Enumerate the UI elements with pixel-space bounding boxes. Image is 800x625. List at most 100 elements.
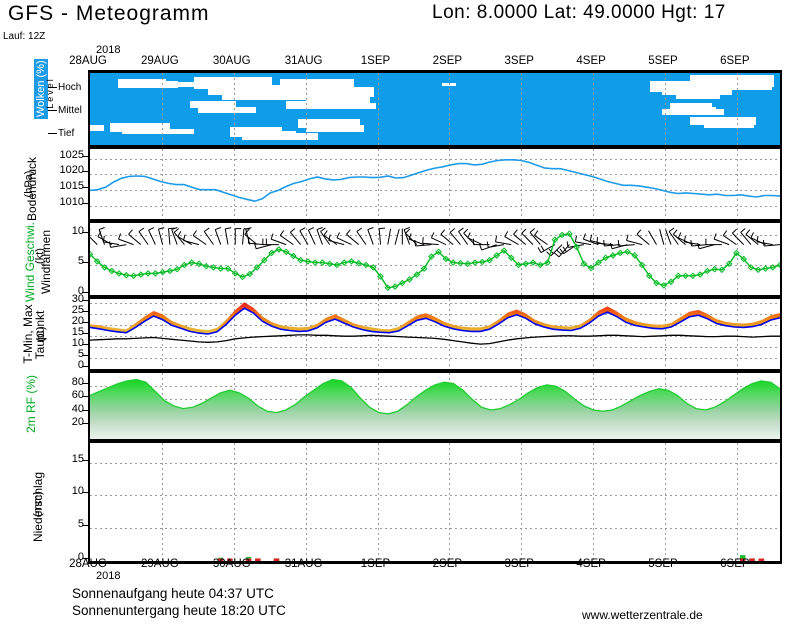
y-tickmark bbox=[82, 525, 88, 527]
y-tickmark bbox=[82, 322, 88, 324]
gridline-vertical bbox=[449, 223, 451, 295]
y-tickmark bbox=[82, 232, 88, 233]
gridline-vertical bbox=[736, 149, 738, 219]
gridline-horizontal bbox=[90, 235, 780, 236]
x-tick-31aug: 31AUG bbox=[284, 55, 323, 67]
gridline-horizontal bbox=[90, 528, 780, 530]
cloud-level-tick-mittel bbox=[48, 110, 57, 111]
gridline-vertical bbox=[665, 443, 666, 561]
pressure-unit-label: (hPa) bbox=[23, 170, 35, 198]
gridline-horizontal bbox=[90, 462, 780, 464]
gridline-vertical bbox=[161, 149, 163, 219]
x-tick-2sep: 2SEP bbox=[432, 55, 463, 67]
x-tick-5sep: 5SEP bbox=[648, 558, 678, 570]
y-tick-temp-25: 25 bbox=[71, 304, 84, 317]
sunrise-text: Sonnenaufgang heute 04:37 UTC bbox=[72, 586, 274, 601]
gridline-vertical bbox=[593, 299, 595, 369]
humidity-panel bbox=[88, 370, 782, 442]
humidity-axis-label: 2m RF (%) bbox=[24, 375, 38, 433]
y-tickmark bbox=[82, 383, 88, 385]
gridline-horizontal bbox=[90, 495, 780, 497]
y-tickmark bbox=[82, 366, 88, 367]
gridline-vertical bbox=[665, 149, 666, 219]
gridline-horizontal bbox=[90, 336, 780, 338]
y-tickmark bbox=[82, 171, 88, 173]
y-tickmark bbox=[82, 333, 88, 335]
x-tick-1sep: 1SEP bbox=[360, 558, 391, 570]
gridline-vertical bbox=[161, 443, 163, 561]
gridline-vertical bbox=[521, 149, 523, 219]
gridline-vertical bbox=[305, 299, 307, 369]
y-tickmark bbox=[82, 300, 88, 302]
gridline-vertical bbox=[736, 73, 738, 145]
y-tick-press-1015: 1015 bbox=[59, 180, 84, 193]
temperature-panel bbox=[88, 296, 782, 372]
y-tickmark bbox=[82, 492, 88, 494]
gridline-vertical bbox=[521, 223, 523, 295]
y-tick-prec-0: 0 bbox=[77, 551, 84, 563]
y-tick-temp-30: 30 bbox=[71, 293, 84, 306]
y-tick-hum-20: 20 bbox=[71, 415, 84, 428]
gridline-vertical bbox=[665, 73, 666, 145]
gridline-vertical bbox=[593, 223, 595, 295]
gridline-vertical bbox=[521, 443, 523, 561]
gridline-vertical bbox=[736, 443, 738, 561]
gridline-vertical bbox=[449, 443, 451, 561]
gridline-vertical bbox=[377, 299, 379, 369]
gridline-vertical bbox=[449, 73, 451, 145]
y-tick-prec-10: 10 bbox=[71, 485, 84, 498]
website-credit: www.wetterzentrale.de bbox=[582, 608, 703, 622]
y-tickmark bbox=[82, 355, 88, 357]
coordinates-label: Lon: 8.0000 Lat: 49.0000 Hgt: 17 bbox=[432, 2, 726, 23]
gridline-vertical bbox=[161, 223, 163, 295]
gridline-vertical bbox=[305, 223, 307, 295]
gridline-vertical bbox=[593, 73, 595, 145]
x-tick-6sep: 6SEP bbox=[720, 55, 750, 67]
y-tick-temp-0: 0 bbox=[77, 359, 84, 371]
gridline-vertical bbox=[233, 73, 235, 145]
y-tickmark bbox=[82, 558, 88, 559]
model-run-label: Lauf: 12Z bbox=[3, 31, 46, 42]
pressure-panel bbox=[88, 146, 782, 222]
x-tick-28aug: 28AUG bbox=[69, 55, 107, 67]
x-tick-4sep: 4SEP bbox=[576, 55, 606, 67]
temp-unit-label: (C) bbox=[35, 326, 47, 342]
x-tick-29aug: 29AUG bbox=[141, 558, 179, 570]
y-tickmark bbox=[82, 311, 88, 313]
y-tick-press-1010: 1010 bbox=[59, 196, 84, 209]
gridline-horizontal bbox=[90, 190, 780, 192]
gridline-vertical bbox=[233, 299, 235, 369]
y-tickmark bbox=[82, 344, 88, 346]
gridline-vertical bbox=[377, 373, 379, 439]
gridline-vertical bbox=[377, 443, 379, 561]
gridline-vertical bbox=[233, 443, 235, 561]
gridline-vertical bbox=[521, 299, 523, 369]
y-tickmark bbox=[82, 459, 88, 461]
gridline-vertical bbox=[377, 149, 379, 219]
y-tick-hum-40: 40 bbox=[71, 402, 84, 415]
gridline-vertical bbox=[593, 373, 595, 439]
x-tick-30aug: 30AUG bbox=[212, 558, 251, 570]
gridline-vertical bbox=[593, 443, 595, 561]
cloud-level-tief-label: Tief bbox=[58, 128, 75, 139]
cloud-level-hoch-label: Hoch bbox=[58, 82, 82, 93]
gridline-vertical bbox=[305, 443, 307, 561]
y-tick-temp-5: 5 bbox=[77, 348, 84, 361]
y-tick-temp-15: 15 bbox=[71, 326, 84, 339]
gridline-horizontal bbox=[90, 303, 780, 305]
x-tick-2sep: 2SEP bbox=[432, 558, 463, 570]
gridline-vertical bbox=[449, 299, 451, 369]
gridline-horizontal bbox=[90, 265, 780, 266]
y-tick-press-1020: 1020 bbox=[59, 164, 84, 177]
x-tick-30aug: 30AUG bbox=[212, 55, 251, 67]
y-tick-prec-5: 5 bbox=[77, 518, 84, 531]
gridline-vertical bbox=[161, 299, 163, 369]
gridline-horizontal bbox=[90, 206, 780, 208]
y-tickmark bbox=[82, 187, 88, 189]
y-tickmark bbox=[82, 292, 88, 293]
y-tickmark bbox=[82, 155, 88, 157]
y-tick-wind-0: 0 bbox=[77, 285, 84, 297]
gridline-vertical bbox=[233, 149, 235, 219]
y-tick-temp-20: 20 bbox=[71, 315, 84, 328]
